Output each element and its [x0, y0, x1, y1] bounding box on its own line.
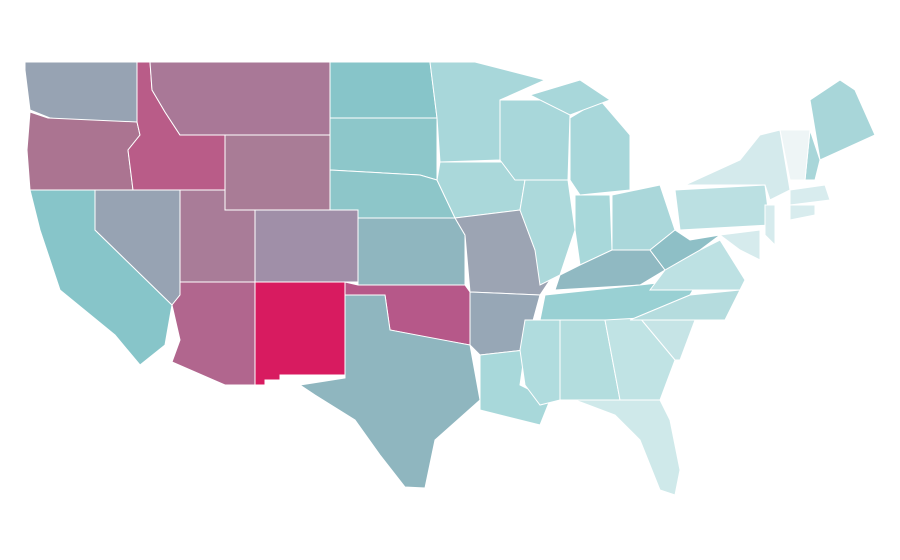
state [499, 99, 571, 181]
state [149, 61, 331, 136]
state [254, 209, 359, 283]
state [515, 179, 576, 286]
state [684, 129, 791, 201]
state [329, 61, 438, 119]
state [26, 111, 141, 191]
state [298, 294, 481, 489]
state [528, 79, 612, 116]
states [24, 61, 876, 496]
state [809, 79, 876, 161]
state [254, 281, 346, 386]
state [789, 184, 831, 206]
state [629, 289, 741, 321]
state [574, 399, 681, 496]
state [779, 129, 811, 181]
state [357, 217, 466, 286]
state [224, 134, 331, 211]
state [718, 229, 761, 261]
state [789, 204, 816, 221]
state [764, 204, 776, 247]
state [674, 184, 771, 231]
